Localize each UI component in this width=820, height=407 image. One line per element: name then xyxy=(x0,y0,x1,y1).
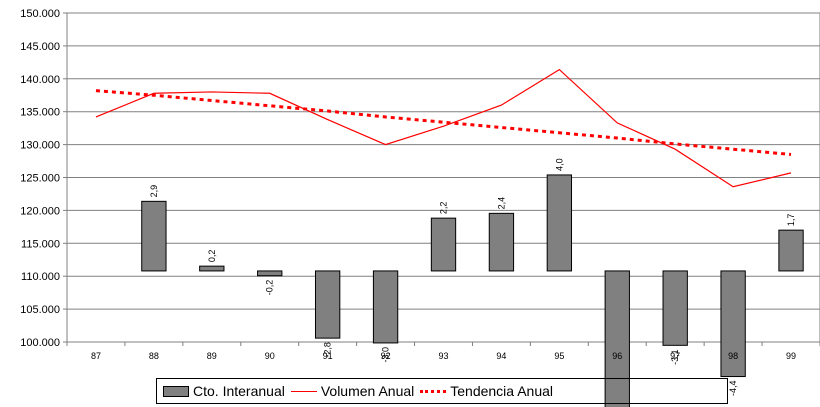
line-series xyxy=(95,68,792,188)
bar xyxy=(430,217,457,272)
bar xyxy=(720,270,746,378)
y-axis-ticks: 100.000 105.000 110.000 115.000 120.000 125.0… xyxy=(20,8,67,349)
legend-item-trend: Tendencia Anual xyxy=(420,383,553,399)
x-tick-label: 91 xyxy=(323,351,333,361)
x-tick-label: 90 xyxy=(265,351,275,361)
x-tick-label: 97 xyxy=(670,351,680,361)
data-label: 0,2 xyxy=(207,250,217,263)
legend: Cto. Interanual Volumen Anual Tendencia … xyxy=(156,378,728,404)
x-tick-label: 94 xyxy=(496,351,506,361)
y-tick-label: 120.000 xyxy=(20,205,60,217)
legend-swatch-dotted xyxy=(420,389,447,393)
y-tick-label: 130.000 xyxy=(20,140,60,152)
legend-label-bars: Cto. Interanual xyxy=(193,383,285,399)
bar xyxy=(778,229,804,272)
x-tick-label: 96 xyxy=(612,351,622,361)
x-tick-label: 99 xyxy=(786,351,796,361)
legend-swatch-bar xyxy=(163,385,189,397)
bar xyxy=(199,265,225,272)
y-tick-label: 150.000 xyxy=(20,8,60,20)
data-label: -3,1 xyxy=(670,349,680,365)
y-tick-label: 110.000 xyxy=(21,271,60,283)
y-tick-label: 135.000 xyxy=(20,107,60,119)
legend-label-trend: Tendencia Anual xyxy=(450,383,554,399)
data-label: -0,2 xyxy=(265,280,275,296)
volume-line xyxy=(95,68,792,188)
bar xyxy=(314,270,341,339)
bar xyxy=(257,270,283,277)
legend-item-volume: Volumen Anual xyxy=(290,383,415,399)
bar xyxy=(372,270,399,344)
data-label: 4,0 xyxy=(554,158,564,171)
data-label: 1,7 xyxy=(786,214,796,227)
bar xyxy=(546,174,573,272)
bar-series xyxy=(141,174,804,407)
gridlines xyxy=(67,45,820,310)
y-tick-label: 145.000 xyxy=(20,41,60,53)
x-axis-ticks: 87 88 89 90 91 92 93 94 95 96 97 98 99 xyxy=(66,342,820,361)
data-label: -2,8 xyxy=(323,342,333,358)
data-label: 2,9 xyxy=(149,185,159,198)
x-tick-label: 88 xyxy=(149,351,159,361)
x-tick-label: 93 xyxy=(438,351,448,361)
legend-swatch-line xyxy=(290,390,317,392)
bar xyxy=(662,270,688,346)
data-label: 2,4 xyxy=(496,197,506,210)
x-tick-label: 98 xyxy=(728,351,738,361)
bar xyxy=(488,212,515,272)
x-tick-label: 87 xyxy=(91,351,101,361)
y-tick-label: 105.000 xyxy=(20,304,60,316)
y-tick-label: 125.000 xyxy=(20,173,60,185)
data-label: -4,4 xyxy=(728,381,738,397)
legend-item-bars: Cto. Interanual xyxy=(163,383,285,399)
y-tick-label: 140.000 xyxy=(20,74,60,86)
x-tick-label: 92 xyxy=(381,351,391,361)
x-tick-label: 89 xyxy=(207,351,217,361)
x-tick-label: 95 xyxy=(554,351,564,361)
bar xyxy=(604,270,630,407)
y-tick-label: 115.000 xyxy=(21,238,60,250)
data-label: -3,0 xyxy=(381,347,391,363)
legend-label-volume: Volumen Anual xyxy=(320,383,415,399)
data-labels: 2,90,2-0,2-2,8-3,02,22,44,0-5,7-3,1-4,41… xyxy=(149,158,796,397)
y-tick-label: 100.000 xyxy=(20,337,60,349)
bar xyxy=(141,200,167,272)
data-label: 2,2 xyxy=(439,202,449,215)
